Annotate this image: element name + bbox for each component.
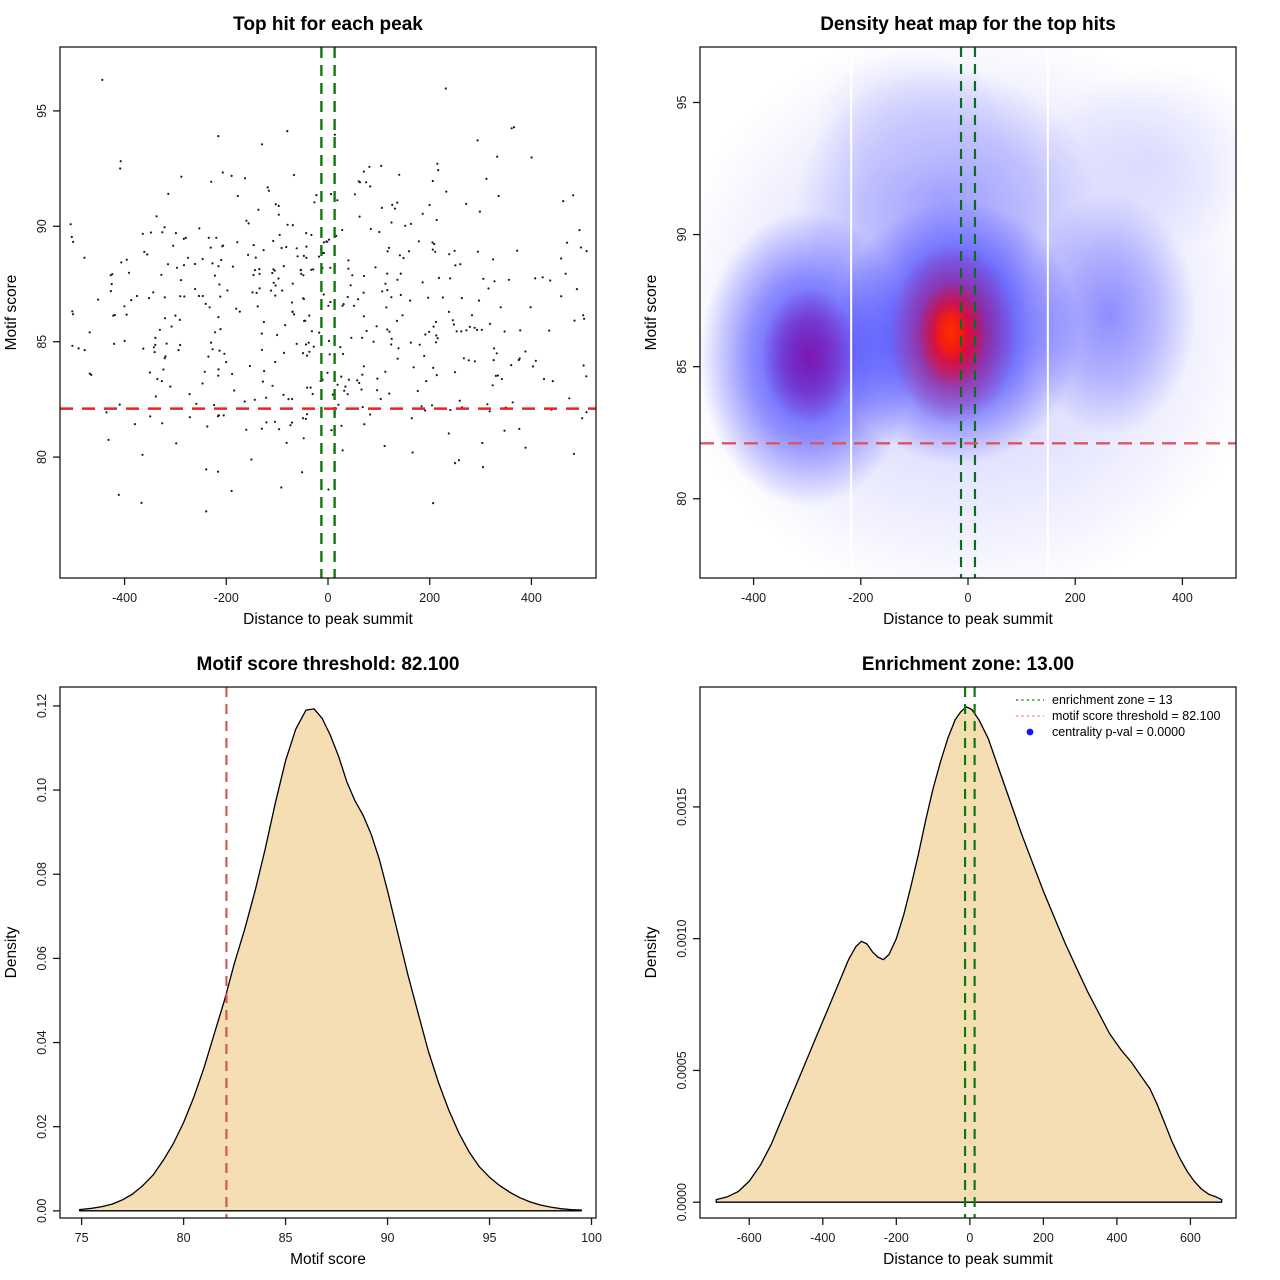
- density-curve: [78, 708, 582, 1212]
- x-tick-label: -400: [112, 591, 137, 605]
- legend-dot-swatch: [1026, 728, 1034, 736]
- y-tick-label: 0.08: [35, 862, 49, 886]
- x-tick-label: 0: [966, 1231, 973, 1245]
- x-tick-label: 95: [483, 1231, 497, 1245]
- panel-title: Motif score threshold: 82.100: [197, 654, 460, 675]
- y-tick-label: 80: [675, 492, 689, 506]
- y-tick-label: 0.02: [35, 1114, 49, 1138]
- x-tick-label: -400: [741, 591, 766, 605]
- heatmap-density-blob: [761, 287, 859, 425]
- legend-item-label: centrality p-val = 0.0000: [1052, 725, 1185, 739]
- x-tick-label: 400: [1106, 1231, 1127, 1245]
- motif-score-density-y-axis: 0.00 0.02 0.04 0.06 0.08 0.10 0.12: [35, 694, 60, 1223]
- panel-title: Density heat map for the top hits: [820, 14, 1116, 35]
- top-hit-scatter-content: [60, 47, 596, 578]
- x-tick-label: 80: [177, 1231, 191, 1245]
- y-axis-label: Density: [643, 926, 660, 978]
- distance-density-content: [715, 687, 1223, 1218]
- x-tick-label: 200: [419, 591, 440, 605]
- y-tick-label: 85: [675, 360, 689, 374]
- distance-density-x-axis: -600 -400 -200 0 200 400 600: [737, 1218, 1201, 1245]
- x-tick-label: 200: [1033, 1231, 1054, 1245]
- plot-border: [59, 686, 597, 1219]
- density-heatmap-plot: -400 -200 0 200 400 80 85 90 95 Density heat map …: [643, 14, 1237, 628]
- panel-motif-score-density: 75 80 85 90 95 100 0.00 0.02 0.04 0.06 0.08 0.10 0.1…: [0, 640, 640, 1280]
- y-axis-label: Motif score: [643, 275, 660, 351]
- heatmap-density-blob: [812, 49, 1006, 198]
- y-tick-label: 0.06: [35, 946, 49, 970]
- motif-score-density-x-axis: 75 80 85 90 95 100: [75, 1218, 602, 1245]
- y-tick-label: 0.0000: [675, 1183, 689, 1221]
- density-curve: [715, 706, 1223, 1203]
- legend-item-label: motif score threshold = 82.100: [1052, 709, 1221, 723]
- x-tick-label: 600: [1180, 1231, 1201, 1245]
- top-hit-scatter-plot: -400 -200 0 200 400 80 85 90 95 Top hit for each …: [3, 14, 597, 628]
- distance-density-y-axis: 0.0000 0.0005 0.0010 0.0015: [675, 788, 700, 1221]
- x-axis-label: Distance to peak summit: [243, 611, 413, 628]
- panel-top-hit-scatter: -400 -200 0 200 400 80 85 90 95 Top hit for each …: [0, 0, 640, 640]
- top-hit-scatter-y-axis: 80 85 90 95: [35, 104, 60, 464]
- density-heatmap-x-axis: -400 -200 0 200 400: [741, 578, 1193, 605]
- x-tick-label: 400: [521, 591, 542, 605]
- y-tick-label: 0.0015: [675, 788, 689, 826]
- motif-score-density-plot: 75 80 85 90 95 100 0.00 0.02 0.04 0.06 0.08 0.10 0.1…: [3, 654, 602, 1268]
- y-tick-label: 0.00: [35, 1199, 49, 1223]
- y-tick-label: 95: [675, 95, 689, 109]
- x-axis-label: Motif score: [290, 1251, 366, 1268]
- x-tick-label: -600: [737, 1231, 762, 1245]
- legend-item-label: enrichment zone = 13: [1052, 693, 1173, 707]
- y-tick-label: 80: [35, 450, 49, 464]
- y-tick-label: 0.0005: [675, 1051, 689, 1089]
- x-axis-label: Distance to peak summit: [883, 1251, 1053, 1268]
- x-tick-label: 90: [381, 1231, 395, 1245]
- y-tick-label: 90: [35, 219, 49, 233]
- panel-density-heatmap: -400 -200 0 200 400 80 85 90 95 Density heat map …: [640, 0, 1280, 640]
- motif-score-density-content: [78, 687, 582, 1218]
- y-tick-label: 0.0010: [675, 920, 689, 958]
- top-hit-scatter-x-axis: -400 -200 0 200 400: [112, 578, 542, 605]
- y-tick-label: 90: [675, 228, 689, 242]
- x-tick-label: -200: [884, 1231, 909, 1245]
- density-heatmap-content: [700, 47, 1236, 578]
- heatmap-density-blob: [1040, 65, 1236, 256]
- x-tick-label: -200: [214, 591, 239, 605]
- panel-distance-density: -600 -400 -200 0 200 400 600 0.0000 0.0005 0.0010…: [640, 640, 1280, 1280]
- x-tick-label: 75: [75, 1231, 89, 1245]
- distance-density-plot: -600 -400 -200 0 200 400 600 0.0000 0.0005 0.0010…: [643, 654, 1237, 1268]
- y-tick-label: 95: [35, 104, 49, 118]
- x-tick-label: 85: [279, 1231, 293, 1245]
- y-axis-label: Density: [3, 926, 20, 978]
- y-tick-label: 85: [35, 335, 49, 349]
- x-tick-label: 100: [581, 1231, 602, 1245]
- x-tick-label: 200: [1065, 591, 1086, 605]
- density-heatmap-y-axis: 80 85 90 95: [675, 95, 700, 506]
- panel-title: Enrichment zone: 13.00: [862, 654, 1074, 675]
- x-tick-label: -200: [848, 591, 873, 605]
- y-tick-label: 0.10: [35, 778, 49, 802]
- x-axis-label: Distance to peak summit: [883, 611, 1053, 628]
- heatmap-density-blob: [933, 303, 968, 362]
- scatter-points: [69, 78, 588, 513]
- plot-border: [699, 686, 1237, 1219]
- x-tick-label: -400: [810, 1231, 835, 1245]
- y-axis-label: Motif score: [3, 275, 20, 351]
- x-tick-label: 0: [965, 591, 972, 605]
- y-tick-label: 0.04: [35, 1030, 49, 1054]
- plot-border: [59, 46, 597, 579]
- x-tick-label: 0: [325, 591, 332, 605]
- plot-legend: enrichment zone = 13 motif score threshol…: [1016, 693, 1221, 739]
- y-tick-label: 0.12: [35, 694, 49, 718]
- panel-title: Top hit for each peak: [233, 14, 423, 35]
- x-tick-label: 400: [1172, 591, 1193, 605]
